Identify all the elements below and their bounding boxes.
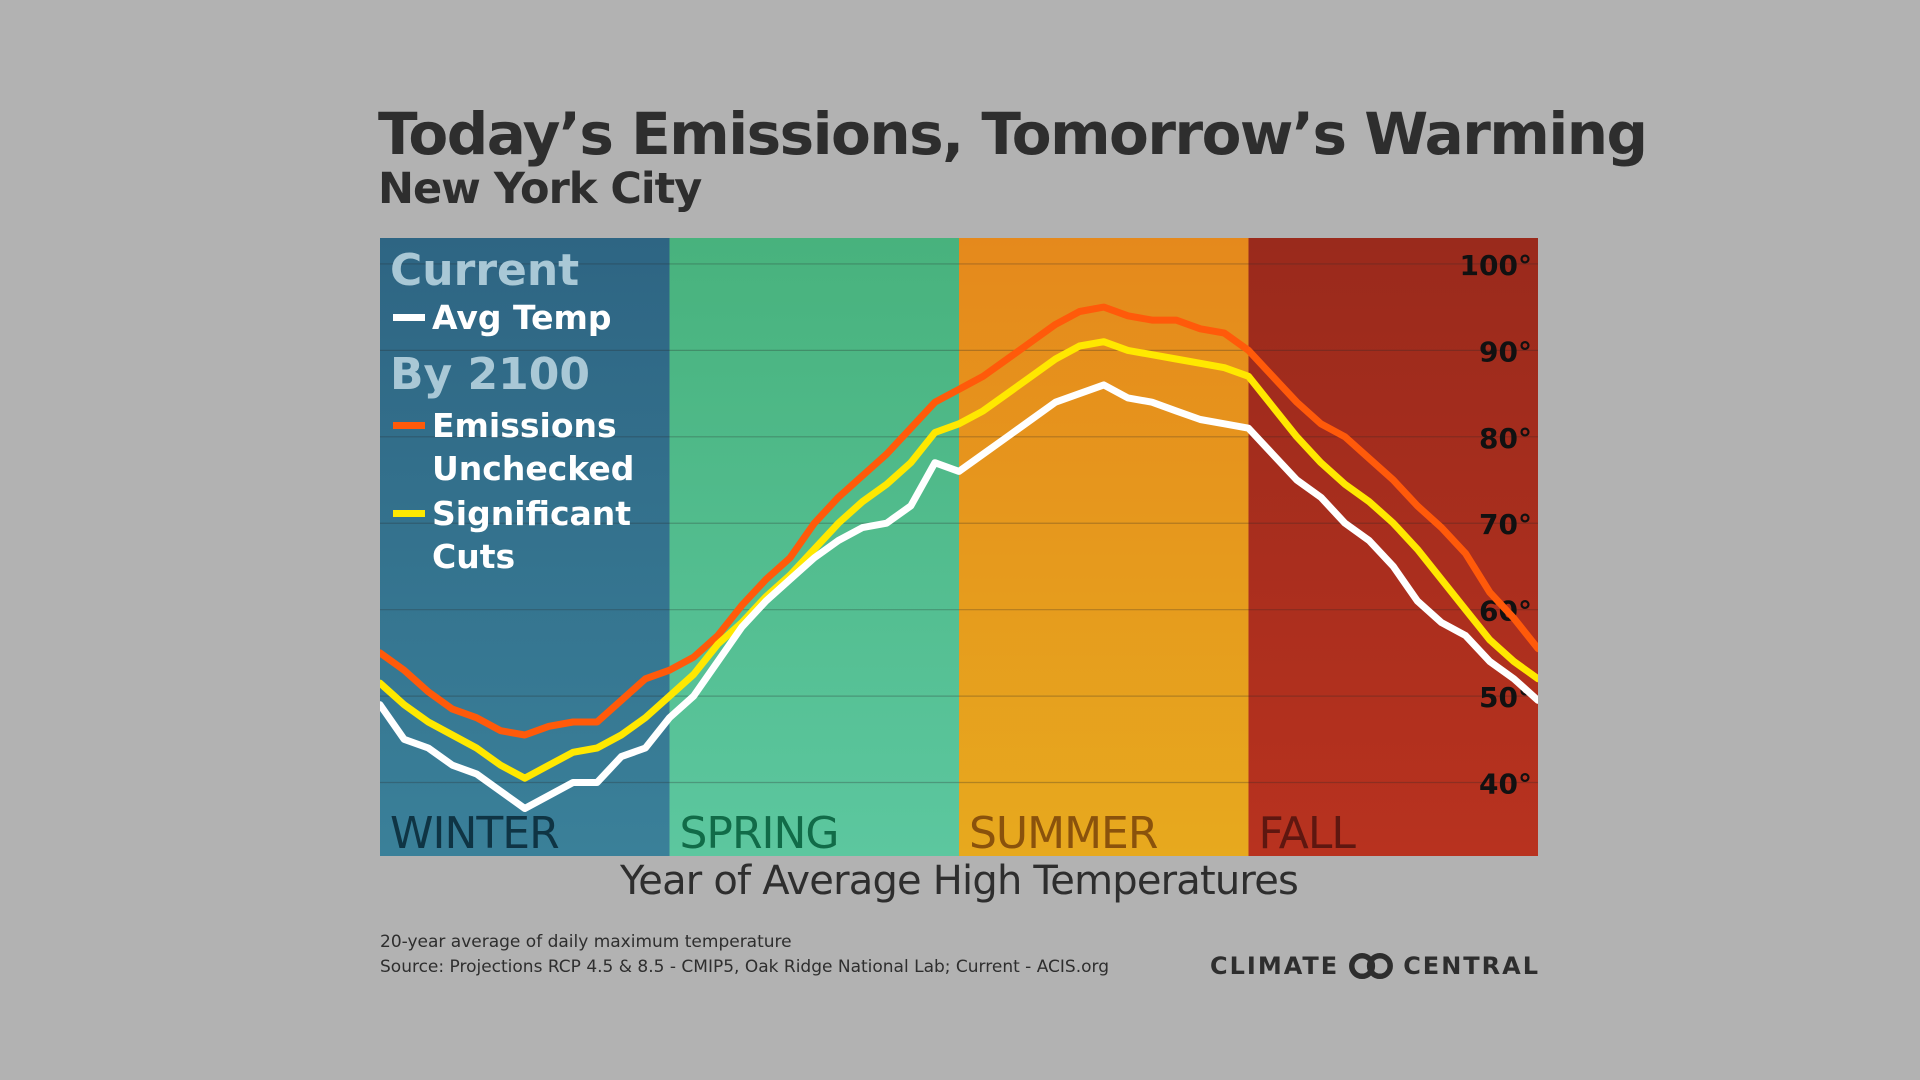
y-tick-label-80: 80°: [1479, 422, 1532, 455]
legend-label-significant: Significant: [432, 494, 631, 533]
season-label-fall: FALL: [1259, 808, 1357, 856]
x-axis-label: Year of Average High Temperatures: [619, 858, 1299, 904]
y-tick-label-100: 100°: [1460, 249, 1532, 282]
footnote-description: 20-year average of daily maximum tempera…: [380, 932, 792, 952]
logo-text-climate: CLIMATE: [1210, 952, 1340, 980]
season-label-summer: SUMMER: [969, 808, 1158, 856]
logo-text-central: CENTRAL: [1403, 952, 1540, 980]
series-line-avg-temp: [380, 381, 1538, 812]
footnote-source: Source: Projections RCP 4.5 & 8.5 - CMIP…: [380, 957, 1109, 977]
temperature-chart: WINTER SPRING SUMMER FALL 40°50°60°70°80°90…: [380, 238, 1538, 856]
series-line-significant-cuts: [380, 338, 1538, 782]
season-label-winter: WINTER: [390, 808, 559, 856]
legend-swatch-avg-temp: [393, 314, 425, 321]
linked-circles-icon: [1349, 952, 1394, 980]
legend-label-cuts: Cuts: [432, 537, 515, 576]
legend-label-emissions: Emissions: [432, 406, 617, 445]
series-line-emissions-unchecked: [380, 303, 1538, 739]
y-tick-label-40: 40°: [1479, 768, 1532, 801]
legend-heading-current: Current: [390, 245, 579, 296]
y-tick-label-90: 90°: [1479, 335, 1532, 368]
legend-swatch-significant-cuts: [393, 510, 425, 517]
season-label-spring: SPRING: [680, 808, 839, 856]
legend-heading-2100: By 2100: [390, 349, 590, 400]
chart-title: Today’s Emissions, Tomorrow’s Warming: [378, 100, 1648, 168]
y-tick-label-70: 70°: [1479, 508, 1532, 541]
legend-label-avg-temp: Avg Temp: [432, 298, 612, 337]
chart-subtitle: New York City: [378, 164, 702, 214]
season-band-fall: [1248, 238, 1538, 856]
climate-central-logo: CLIMATE CENTRAL: [1210, 944, 1540, 988]
legend-label-unchecked: Unchecked: [432, 449, 634, 488]
legend-swatch-emissions-unchecked: [393, 422, 425, 429]
